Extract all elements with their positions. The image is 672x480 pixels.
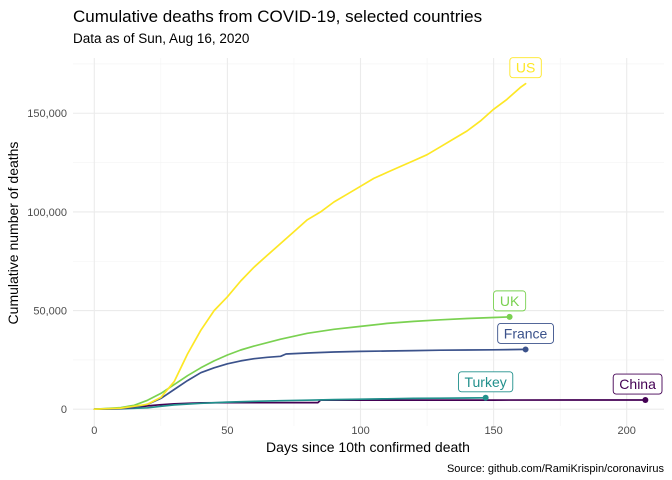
series-line-china: [93, 399, 647, 411]
chart-title: Cumulative deaths from COVID-19, selecte…: [73, 7, 482, 26]
series-line-uk: [93, 316, 511, 411]
label-text-us: US: [516, 60, 535, 76]
y-axis-title: Cumulative number of deaths: [5, 142, 21, 325]
end-point-china: [642, 397, 649, 404]
label-text-uk: UK: [500, 293, 520, 309]
label-text-china: China: [619, 376, 656, 392]
label-box-us: [509, 57, 542, 79]
label-box-france: [497, 322, 554, 344]
label-box-uk: [493, 290, 527, 312]
series-lines: [93, 82, 649, 411]
label-text-france: France: [504, 325, 548, 341]
chart-subtitle: Data as of Sun, Aug 16, 2020: [73, 31, 249, 46]
x-axis-title: Days since 10th confirmed death: [266, 439, 470, 455]
x-tick-label: 100: [351, 425, 369, 437]
chart-caption: Source: github.com/RamiKrispin/coronavir…: [447, 463, 665, 475]
y-tick-label: 50,000: [33, 306, 67, 318]
grid: [73, 58, 664, 426]
x-tick-label: 0: [91, 425, 97, 437]
label-text-turkey: Turkey: [464, 374, 506, 390]
y-tick-label: 100,000: [27, 207, 67, 219]
label-box-turkey: [458, 371, 514, 393]
series-labels: China Turkey France UK US: [458, 57, 663, 395]
label-china: China: [612, 373, 663, 395]
y-tick-label: 150,000: [27, 108, 67, 120]
x-tick-label: 150: [484, 425, 502, 437]
series-line-turkey: [93, 396, 487, 411]
label-box-china: [612, 373, 663, 395]
x-tick-label: 50: [221, 425, 233, 437]
label-turkey: Turkey: [458, 371, 514, 393]
y-tick-label: 0: [61, 404, 67, 416]
end-point-turkey: [482, 394, 489, 401]
label-uk: UK: [493, 290, 527, 312]
series-line-us: [93, 82, 527, 411]
x-axis-ticks: 0 50 100 150 200: [91, 425, 636, 437]
end-point-france: [522, 346, 529, 353]
end-point-uk: [506, 313, 513, 320]
label-us: US: [509, 57, 542, 79]
x-tick-label: 200: [618, 425, 636, 437]
label-france: France: [497, 322, 554, 344]
y-axis-ticks: 0 50,000 100,000 150,000: [27, 108, 67, 416]
